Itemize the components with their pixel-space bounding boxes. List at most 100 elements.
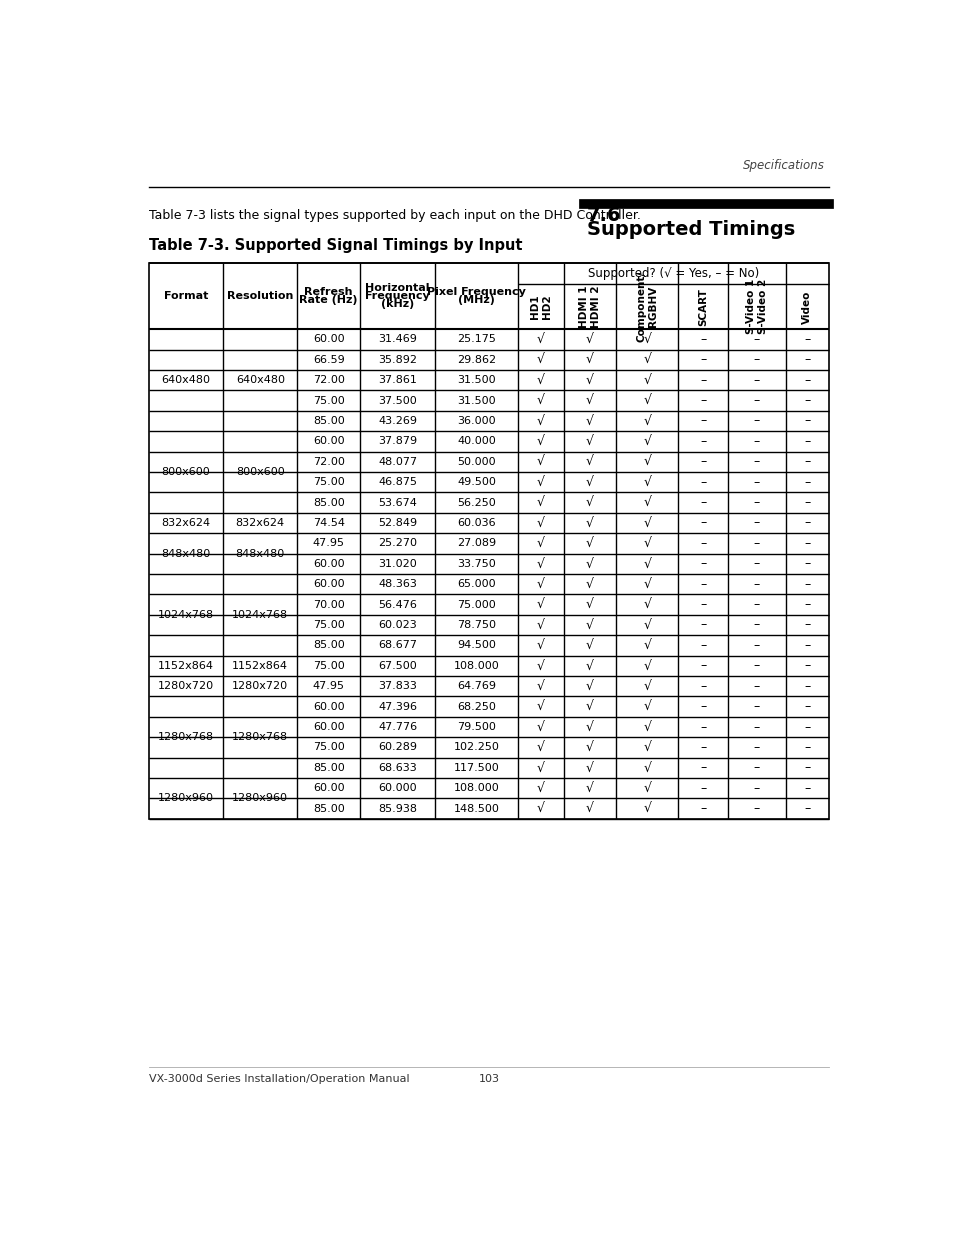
Text: –: – [700,374,705,387]
Text: 800x600: 800x600 [235,467,284,477]
Text: 1024x768: 1024x768 [157,610,213,620]
Text: 60.00: 60.00 [313,558,344,569]
Text: 49.500: 49.500 [456,477,496,487]
Text: –: – [753,638,760,652]
Text: 31.500: 31.500 [456,375,496,385]
Text: √: √ [642,374,651,387]
Text: Video: Video [801,290,811,324]
Text: 37.861: 37.861 [377,375,416,385]
Text: √: √ [642,537,651,550]
Text: –: – [753,557,760,571]
Text: 60.289: 60.289 [377,742,416,752]
Text: 79.500: 79.500 [456,722,496,732]
Text: 47.95: 47.95 [313,682,344,692]
Text: 60.036: 60.036 [456,517,496,529]
Text: √: √ [537,333,544,346]
Text: 37.500: 37.500 [378,395,416,405]
Text: –: – [753,353,760,367]
Text: 60.00: 60.00 [313,335,344,345]
Text: √: √ [537,394,544,408]
Text: √: √ [642,741,651,753]
Text: √: √ [537,598,544,611]
Text: 40.000: 40.000 [456,436,496,446]
Text: 1152x864: 1152x864 [158,661,213,671]
Text: √: √ [585,415,594,427]
Text: √: √ [585,516,594,530]
Text: –: – [753,700,760,713]
Text: √: √ [537,353,544,367]
Text: –: – [700,679,705,693]
Text: √: √ [642,415,651,427]
Text: 48.077: 48.077 [377,457,416,467]
Text: 75.00: 75.00 [313,395,344,405]
Text: 72.00: 72.00 [313,457,344,467]
Text: √: √ [585,679,594,693]
Text: 78.750: 78.750 [456,620,496,630]
Text: Resolution: Resolution [227,291,294,301]
Text: 67.500: 67.500 [378,661,416,671]
Text: –: – [803,619,810,631]
Text: √: √ [642,803,651,815]
Text: –: – [803,516,810,530]
Text: 75.00: 75.00 [313,661,344,671]
Text: √: √ [642,761,651,774]
Text: –: – [753,578,760,590]
Text: 848x480: 848x480 [161,548,211,558]
Text: 1280x720: 1280x720 [157,682,213,692]
Text: 85.00: 85.00 [313,804,344,814]
Text: 31.500: 31.500 [456,395,496,405]
Text: √: √ [537,741,544,753]
Text: √: √ [642,435,651,448]
Text: 60.00: 60.00 [313,722,344,732]
Text: –: – [803,720,810,734]
Text: –: – [700,638,705,652]
Text: –: – [700,700,705,713]
Text: VX-3000d Series Installation/Operation Manual: VX-3000d Series Installation/Operation M… [149,1074,409,1084]
Text: √: √ [585,353,594,367]
Text: √: √ [642,456,651,468]
Text: √: √ [642,578,651,590]
Text: 36.000: 36.000 [456,416,496,426]
Text: –: – [700,394,705,408]
Text: 29.862: 29.862 [456,354,496,364]
Text: 1280x768: 1280x768 [157,732,213,742]
Text: √: √ [642,638,651,652]
Text: Specifications: Specifications [741,159,823,173]
Text: 640x480: 640x480 [235,375,285,385]
Text: √: √ [585,557,594,571]
Text: 56.476: 56.476 [377,600,416,610]
Text: √: √ [585,782,594,795]
Text: 35.892: 35.892 [377,354,416,364]
Text: 75.00: 75.00 [313,477,344,487]
Text: √: √ [537,578,544,590]
Text: 148.500: 148.500 [453,804,499,814]
Text: –: – [700,557,705,571]
Text: √: √ [537,537,544,550]
Text: –: – [753,619,760,631]
Text: 25.270: 25.270 [377,538,416,548]
Text: 85.938: 85.938 [377,804,416,814]
Text: 1024x768: 1024x768 [232,610,288,620]
Text: √: √ [585,475,594,489]
Text: 800x600: 800x600 [161,467,210,477]
Text: √: √ [585,659,594,672]
Text: √: √ [585,333,594,346]
Text: Frequency: Frequency [365,291,430,301]
Text: 832x624: 832x624 [161,517,211,529]
Text: –: – [803,578,810,590]
Text: √: √ [642,619,651,631]
Text: 1280x960: 1280x960 [158,793,213,804]
Text: √: √ [537,516,544,530]
Text: –: – [700,659,705,672]
Text: (kHz): (kHz) [380,299,414,309]
Text: √: √ [537,415,544,427]
Text: –: – [700,782,705,795]
Text: 64.769: 64.769 [456,682,496,692]
Text: √: √ [585,598,594,611]
Text: –: – [803,741,810,753]
Text: √: √ [642,353,651,367]
Text: –: – [803,700,810,713]
Text: –: – [753,659,760,672]
Bar [149,263,828,819]
Text: √: √ [642,720,651,734]
